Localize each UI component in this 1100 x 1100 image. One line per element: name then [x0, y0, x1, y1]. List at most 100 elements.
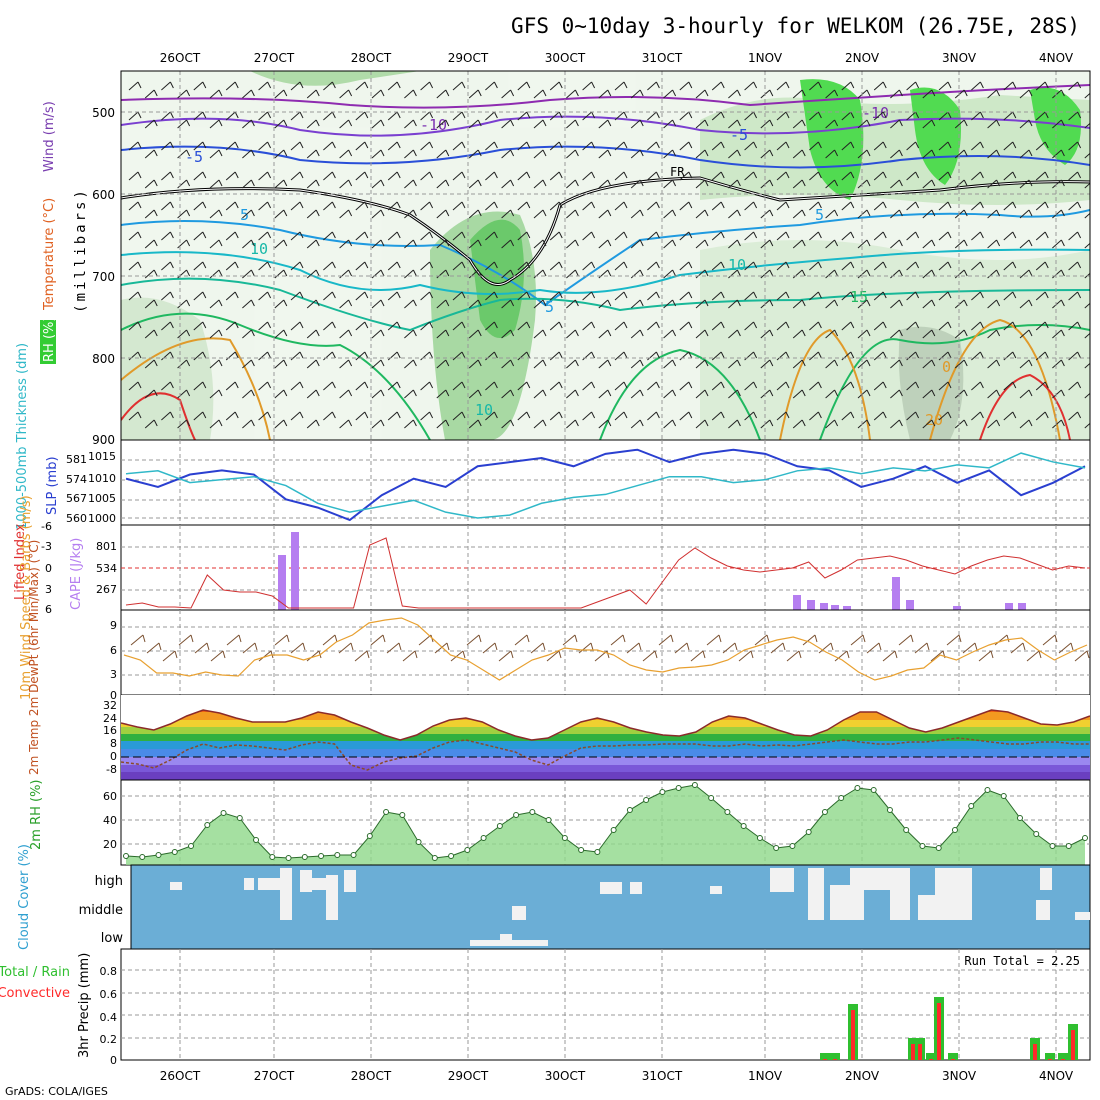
profile-barb — [1019, 209, 1030, 219]
profile-barb-flag — [769, 179, 774, 187]
profile-barb-flag — [672, 179, 677, 187]
rh-point — [1049, 843, 1056, 849]
profile-barb — [452, 231, 463, 241]
profile-barb — [1019, 149, 1030, 159]
cloud-block — [258, 878, 280, 890]
temp-band — [121, 734, 1090, 741]
profile-barb — [209, 299, 220, 309]
profile-barb — [647, 231, 657, 241]
profile-barb — [1019, 359, 1030, 369]
profile-barb — [323, 321, 333, 331]
precip-convective-bar — [918, 1044, 922, 1060]
profile-barb — [1084, 92, 1090, 99]
wind-barb — [1074, 650, 1088, 662]
rh-point — [431, 855, 438, 861]
profile-barb — [1019, 299, 1030, 309]
profile-barb — [371, 389, 382, 399]
profile-barb-flag — [720, 201, 725, 209]
profile-barb — [987, 239, 997, 249]
profile-barb — [387, 111, 398, 121]
profile-barb-flag — [526, 261, 531, 269]
profile-barb-flag — [931, 239, 936, 247]
profile-barb — [485, 231, 495, 241]
profile-barb-flag — [736, 329, 741, 337]
profile-barb-flag — [850, 261, 855, 269]
profile-barb — [1068, 351, 1078, 361]
profile-barb — [776, 141, 787, 151]
profile-barb-flag — [591, 231, 596, 239]
profile-barb — [711, 321, 722, 331]
profile-barb-flag — [461, 381, 466, 389]
profile-barb — [776, 261, 787, 271]
precip-convective-bar — [951, 1059, 955, 1060]
profile-barb-flag — [1044, 141, 1049, 149]
profile-barb-flag — [202, 381, 207, 389]
profile-barb-flag — [574, 269, 579, 277]
profile-barb-flag — [931, 89, 936, 97]
profile-barb-flag — [996, 89, 1001, 97]
thick-tick-567: 567 — [66, 492, 87, 505]
profile-barb — [306, 329, 317, 339]
profile-barb — [841, 201, 852, 211]
profile-barb-flag — [947, 411, 952, 419]
profile-barb — [614, 171, 625, 181]
profile-barb-flag — [299, 381, 304, 389]
profile-barb-flag — [202, 231, 207, 239]
profile-barb-flag — [817, 231, 822, 239]
profile-barb-flag — [963, 329, 968, 337]
profile-barb-flag — [218, 149, 223, 157]
profile-barb — [954, 329, 965, 339]
temp-band — [121, 749, 1090, 757]
profile-barb — [728, 419, 738, 429]
wind-barb — [194, 642, 208, 654]
profile-barb-flag — [218, 419, 223, 427]
profile-barb-flag — [850, 321, 855, 329]
profile-barb — [274, 269, 285, 279]
profile-barb — [193, 231, 204, 241]
profile-barb-flag — [736, 89, 741, 97]
profile-barb — [177, 149, 187, 159]
profile-barb-flag — [623, 351, 628, 359]
profile-barb — [890, 119, 900, 129]
profile-barb — [323, 231, 333, 241]
profile-barb — [890, 389, 900, 399]
profile-barb — [679, 171, 690, 181]
profile-barb-flag — [655, 291, 660, 299]
profile-barb — [809, 111, 819, 121]
profile-barb — [809, 351, 819, 361]
thickness-ylabel: 1000-500mb Thickness (dm) — [15, 343, 30, 530]
profile-barb-flag — [283, 119, 288, 127]
profile-barb-flag — [623, 111, 628, 119]
profile-barb — [1068, 201, 1078, 211]
profile-barb-flag — [704, 179, 709, 187]
profile-barb — [695, 359, 706, 369]
profile-barb-flag — [186, 359, 191, 367]
profile-barb-flag — [996, 149, 1001, 157]
profile-barb-flag — [591, 411, 596, 419]
profile-barb — [144, 419, 155, 429]
profile-barb-flag — [753, 291, 758, 299]
profile-barb — [679, 231, 690, 241]
profile-barb-flag — [607, 389, 612, 397]
wind-barb — [498, 650, 512, 662]
profile-barb — [517, 111, 528, 121]
profile-barb — [630, 299, 641, 309]
profile-barb — [517, 381, 528, 391]
profile-barb-flag — [137, 201, 142, 209]
profile-barb — [987, 299, 997, 309]
profile-barb-flag — [510, 89, 515, 97]
profile-barb — [339, 269, 349, 279]
profile-barb — [744, 351, 754, 361]
profile-barb — [420, 411, 430, 421]
profile-barb — [971, 291, 981, 301]
profile-barb-flag — [364, 261, 369, 269]
profile-barb — [679, 351, 690, 361]
profile-barb — [728, 299, 738, 309]
profile-barb — [1019, 89, 1030, 99]
temp-band — [121, 720, 1090, 727]
profile-barb — [517, 291, 528, 301]
profile-barb-flag — [348, 419, 353, 427]
precip-ylabel: 3hr Precip (mm) — [77, 953, 92, 1058]
wind-barb — [258, 650, 272, 662]
profile-barb — [598, 149, 609, 159]
